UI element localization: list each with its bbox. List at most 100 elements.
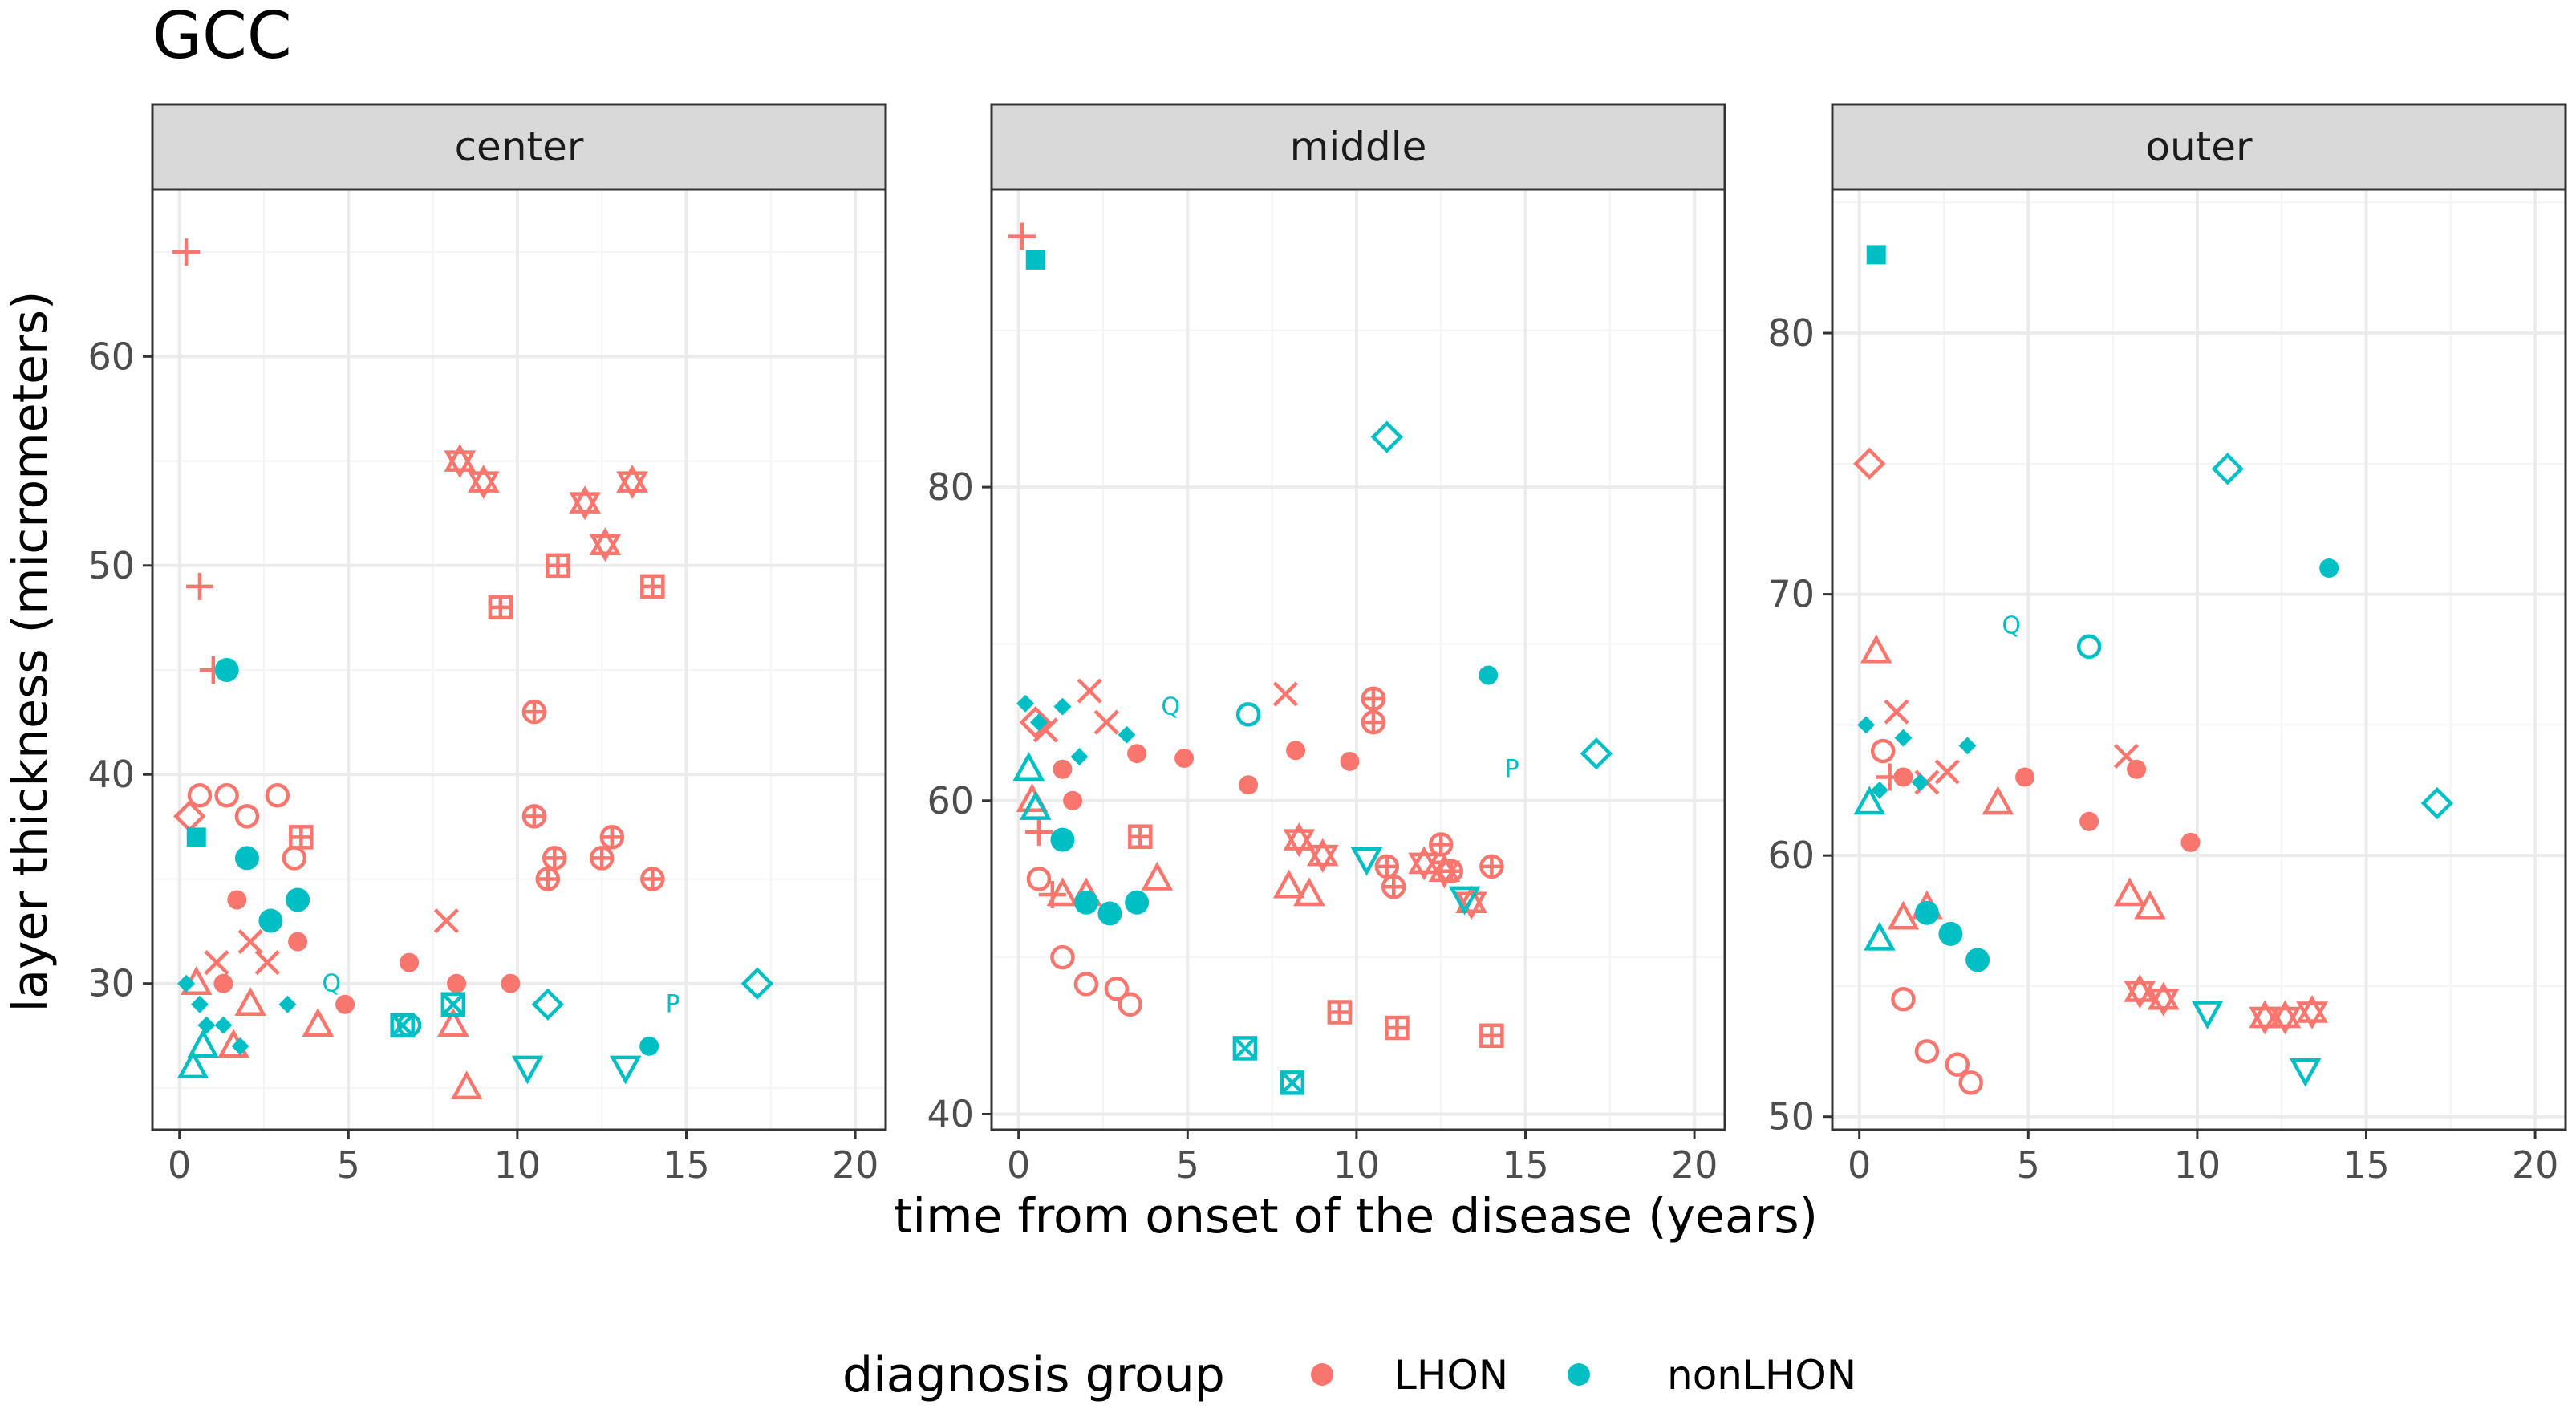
data-point-center-nonlhon: [639, 1036, 659, 1056]
data-point-center-nonlhon: [531, 988, 564, 1021]
data-point-center-lhon: [501, 973, 521, 993]
data-point-center-nonlhon: [278, 995, 297, 1013]
panel-outer-points: Q: [1853, 245, 2454, 1095]
data-point-middle-lhon: [1063, 790, 1083, 810]
data-point-center-nonlhon: [214, 1016, 233, 1034]
data-point-middle-lhon: [1283, 822, 1316, 858]
data-point-middle-nonlhon: [1125, 890, 1150, 915]
data-point-center-lhon: [288, 932, 308, 952]
data-point-center-lhon: [450, 1070, 483, 1100]
panel-outer-x-tick-label: 5: [2017, 1143, 2040, 1187]
panel-middle-x-tick-label: 5: [1176, 1143, 1199, 1187]
legend-title: diagnosis group: [842, 1347, 1225, 1403]
panel-middle-y-tick-label: 40: [927, 1092, 974, 1135]
panel-center-y-tick-label: 50: [87, 544, 135, 587]
panel-center-background: [152, 189, 886, 1130]
data-point-center-lhon: [589, 846, 615, 871]
data-point-center-lhon: [569, 485, 602, 521]
data-point-middle-lhon: [1127, 744, 1147, 764]
data-point-outer-nonlhon: [1965, 948, 1990, 972]
panel-outer-x-tick-label: 20: [2512, 1143, 2559, 1187]
data-point-middle-lhon: [1361, 709, 1386, 735]
data-point-center-lhon: [400, 952, 420, 972]
data-point-outer-lhon: [2134, 890, 2166, 920]
data-point-middle-lhon: [1019, 705, 1052, 739]
data-point-middle-lhon: [1077, 678, 1102, 704]
panel-outer-x-tick-label: 10: [2174, 1143, 2221, 1187]
data-point-middle-lhon: [1128, 824, 1153, 849]
data-point-middle-nonlhon: [1097, 901, 1122, 926]
data-point-middle-lhon: [1374, 854, 1400, 879]
data-point-center-nonlhon: [177, 974, 196, 993]
data-point-middle-nonlhon: [1280, 1070, 1305, 1095]
data-point-center-lhon: [265, 783, 290, 808]
panel-center-x-tick-label: 0: [168, 1143, 191, 1187]
data-point-center-nonlhon: [511, 1055, 544, 1085]
data-point-middle-nonlhon: [1029, 713, 1048, 732]
data-point-center-lhon: [616, 465, 648, 500]
data-point-center-lhon: [444, 444, 477, 479]
data-point-outer-nonlhon: [2289, 1058, 2322, 1087]
legend: diagnosis group LHON nonLHON: [842, 1347, 1856, 1403]
panel-outer-x-tick-label: 0: [1848, 1143, 1871, 1187]
data-point-outer-lhon: [1891, 986, 1916, 1012]
data-point-middle-lhon: [1053, 759, 1073, 779]
panel-center-x-tick-label: 15: [663, 1143, 710, 1187]
data-point-center-lhon: [467, 465, 500, 500]
data-point-outer-lhon: [2079, 811, 2099, 831]
data-point-middle-nonlhon: [1232, 1036, 1258, 1061]
data-point-center-lhon: [227, 890, 247, 910]
panel-outer-y-tick-label: 50: [1767, 1095, 1815, 1139]
panel-center-strip: [151, 103, 887, 191]
data-point-outer-lhon: [1860, 634, 1892, 664]
data-point-center-lhon: [535, 867, 561, 891]
data-point-center-lhon: [437, 1008, 469, 1037]
data-point-middle-nonlhon: [1053, 697, 1072, 716]
data-point-outer-nonlhon: [2420, 786, 2454, 820]
data-point-center-nonlhon: [234, 846, 259, 871]
data-point-middle-lhon: [1306, 838, 1339, 873]
data-point-center-lhon: [447, 973, 467, 993]
panel-outer-y-tick-label: 80: [1767, 311, 1815, 355]
data-point-middle-lhon: [1479, 854, 1504, 879]
data-point-outer-nonlhon: [2211, 453, 2244, 485]
data-point-middle-nonlhon: [1370, 420, 1403, 453]
data-point-outer-lhon: [1893, 767, 1913, 787]
chart-title: GCC: [152, 0, 292, 73]
data-point-center-nonlhon: [176, 1050, 209, 1079]
data-point-middle-lhon: [1479, 1023, 1504, 1049]
data-point-middle-lhon: [1073, 972, 1099, 997]
data-point-outer-nonlhon: [2076, 634, 2102, 659]
data-point-outer-lhon: [2113, 877, 2146, 907]
data-point-outer-lhon: [1958, 1070, 1983, 1095]
data-point-middle-lhon: [1008, 222, 1036, 250]
data-point-center-lhon: [546, 553, 570, 579]
data-point-middle-lhon: [1272, 681, 1299, 707]
data-point-middle-lhon: [1026, 867, 1052, 891]
panel-middle-x-tick-label: 15: [1502, 1143, 1549, 1187]
panel-center-y-tick-label: 30: [87, 962, 135, 1005]
data-point-middle-nonlhon: [1479, 665, 1499, 685]
data-point-center-lhon: [187, 783, 213, 808]
data-point-center-lhon: [335, 994, 355, 1014]
data-point-middle-nonlhon: Q: [1161, 693, 1180, 721]
panel-middle-strip: [990, 103, 1726, 191]
data-point-middle-lhon: [1093, 709, 1119, 735]
data-point-outer-nonlhon: [1866, 245, 1886, 265]
data-point-outer-nonlhon: [1911, 773, 1929, 792]
data-point-middle-lhon: [1239, 775, 1259, 795]
panel-outer-y-tick-label: 70: [1767, 573, 1815, 616]
data-point-outer-lhon: [1887, 900, 1920, 930]
svg-text:Q: Q: [2002, 612, 2021, 640]
data-point-center-nonlhon: [286, 887, 310, 912]
data-point-outer-lhon: [2127, 759, 2147, 779]
data-point-middle-nonlhon: [1025, 250, 1045, 270]
data-point-center-nonlhon: [187, 1029, 219, 1058]
data-point-center-nonlhon: [258, 908, 283, 933]
data-point-center-nonlhon: [390, 1013, 415, 1038]
data-point-center-nonlhon: Q: [322, 970, 341, 998]
data-point-center-nonlhon: [740, 967, 774, 1000]
